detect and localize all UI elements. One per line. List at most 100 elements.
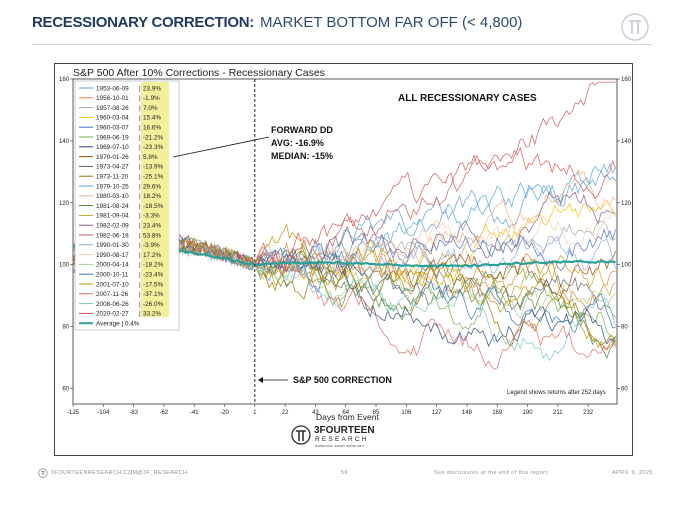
legend-label: 1969-07-10 (96, 144, 129, 151)
legend-value: 16.6% (143, 125, 161, 132)
legend-separator: | (139, 213, 141, 220)
legend-separator: | (139, 242, 141, 249)
legend-value: -23.4% (143, 272, 164, 279)
legend-label: 1990-08-17 (96, 252, 129, 259)
x-tick-label: 148 (462, 410, 473, 416)
legend-separator: | (139, 115, 141, 122)
legend-separator: | (139, 193, 141, 200)
slide-header: RECESSIONARY CORRECTION: MARKET BOTTOM FA… (32, 14, 632, 44)
legend-label: 1982-06-18 (96, 232, 129, 239)
legend-label: 1956-10-01 (96, 95, 129, 102)
footer: 3FOURTEENRESEARCH.COM | @3F_RESEARCH 56 … (0, 464, 685, 484)
y-tick-label-left: 120 (59, 201, 70, 207)
legend-value: -18.5% (143, 203, 164, 210)
footer-disclaimer: See disclosures at the end of this repor… (434, 470, 550, 476)
brand-name: 3FOURTEEN (314, 425, 375, 436)
forward-dd-arrow (172, 136, 270, 158)
legend-value: -1.9% (143, 95, 160, 102)
x-tick-label: 85 (373, 410, 380, 416)
legend-label: 1981-09-04 (96, 213, 129, 220)
legend-value: -26.0% (143, 301, 164, 308)
legend-value: -25.1% (143, 174, 164, 181)
legend-value: -13.9% (143, 164, 164, 171)
chart-legend: 1953-06-09 | 23.9%1956-10-01 | -1.9%1957-08-… (74, 80, 180, 331)
legend-label: 2008-06-26 (96, 301, 129, 308)
annotation-avg: AVG: -16.9% (271, 138, 324, 148)
footer-site-link[interactable]: 3FOURTEENRESEARCH.COM (51, 470, 138, 476)
legend-separator: | (139, 164, 141, 171)
legend-label: 2007-11-26 (96, 291, 129, 298)
legend-value: 29.6% (143, 183, 161, 190)
legend-value: 15.4% (143, 115, 161, 122)
x-tick-label: -41 (190, 410, 199, 416)
x-tick-label: -62 (160, 410, 169, 416)
brand-badge-icon (291, 425, 311, 445)
footer-date: APRIL 9, 2025 (612, 470, 653, 476)
footer-handle-link[interactable]: @3F_RESEARCH (137, 470, 188, 476)
legend-separator: | (139, 134, 141, 141)
y-tick-label-right: 80 (621, 325, 628, 331)
slide-title-rest: MARKET BOTTOM FAR OFF (< 4,800) (260, 14, 523, 31)
x-tick-label: 43 (312, 410, 319, 416)
legend-value: 18.2% (143, 193, 161, 200)
x-tick-label: -83 (129, 410, 138, 416)
legend-separator: | (139, 232, 141, 239)
legend-separator: | (139, 183, 141, 190)
legend-separator: | (139, 85, 141, 92)
legend-label: 1973-11-20 (96, 174, 129, 181)
legend-label: 1973-04-27 (96, 164, 129, 171)
y-tick-label-right: 120 (621, 201, 632, 207)
annotation-median: MEDIAN: -15% (271, 151, 333, 161)
y-tick-label-right: 140 (621, 139, 632, 145)
annotation-forward-dd: FORWARD DD (271, 125, 333, 135)
y-tick-label-left: 60 (62, 387, 69, 393)
legend-label: 1980-03-10 (96, 193, 129, 200)
legend-label: 1981-08-24 (96, 203, 129, 210)
legend-separator: | (139, 203, 141, 210)
legend-value: 5.8% (143, 154, 158, 161)
legend-value: -17.5% (143, 281, 164, 288)
chart-axes: -125 -104 -83 -62 -41 -20 1 22 43 64 85 106 127 148 16… (59, 77, 632, 416)
y-tick-label-right: 160 (621, 77, 632, 83)
x-tick-label: 232 (583, 410, 594, 416)
header-divider (32, 44, 652, 45)
x-tick-label: 22 (282, 410, 289, 416)
x-axis-label: Days from Event (316, 412, 379, 422)
legend-separator: | (139, 95, 141, 102)
legend-label: 1982-02-09 (96, 223, 129, 230)
legend-label: 1969-06-19 (96, 134, 129, 141)
correction-arrow-head (258, 377, 263, 383)
brand-sub: RESEARCH (315, 436, 369, 443)
legend-separator: | (139, 301, 141, 308)
brand-tagline: MARKET RISK · EXPERT OPPORTUNITY (315, 444, 365, 448)
legend-separator: | (139, 125, 141, 132)
y-tick-label-left: 100 (59, 263, 70, 269)
legend-separator: | (139, 105, 141, 112)
x-tick-label: -104 (97, 410, 110, 416)
footer-page-number: 56 (341, 470, 348, 476)
x-tick-label: 64 (342, 410, 349, 416)
legend-value: 17.2% (143, 252, 161, 259)
legend-separator: | (139, 144, 141, 151)
x-tick-label: 127 (432, 410, 443, 416)
y-tick-label-right: 100 (621, 263, 632, 269)
slide-title: RECESSIONARY CORRECTION: MARKET BOTTOM FA… (32, 14, 522, 31)
legend-label: 2000-04-14 (96, 262, 129, 269)
legend-label: 1990-01-30 (96, 242, 129, 249)
legend-value: 33.2% (143, 311, 161, 318)
legend-value: -18.2% (143, 262, 164, 269)
legend-label: 2001-07-10 (96, 281, 129, 288)
legend-value: 7.0% (143, 105, 158, 112)
legend-value: -23.3% (143, 144, 164, 151)
legend-value: -37.1% (143, 291, 164, 298)
legend-value: 53.8% (143, 232, 161, 239)
chart-title: S&P 500 After 10% Corrections - Recessio… (73, 67, 325, 79)
annotation-correction: S&P 500 CORRECTION (293, 375, 392, 385)
legend-value: 23.9% (143, 85, 161, 92)
y-tick-label-left: 140 (59, 139, 70, 145)
legend-separator: | (139, 272, 141, 279)
line-chart: S&P 500 After 10% Corrections - Recessio… (59, 67, 632, 448)
y-tick-label-right: 60 (621, 387, 628, 393)
legend-separator: | (139, 281, 141, 288)
chart-frame: S&P 500 After 10% Corrections - Recessio… (54, 63, 633, 456)
